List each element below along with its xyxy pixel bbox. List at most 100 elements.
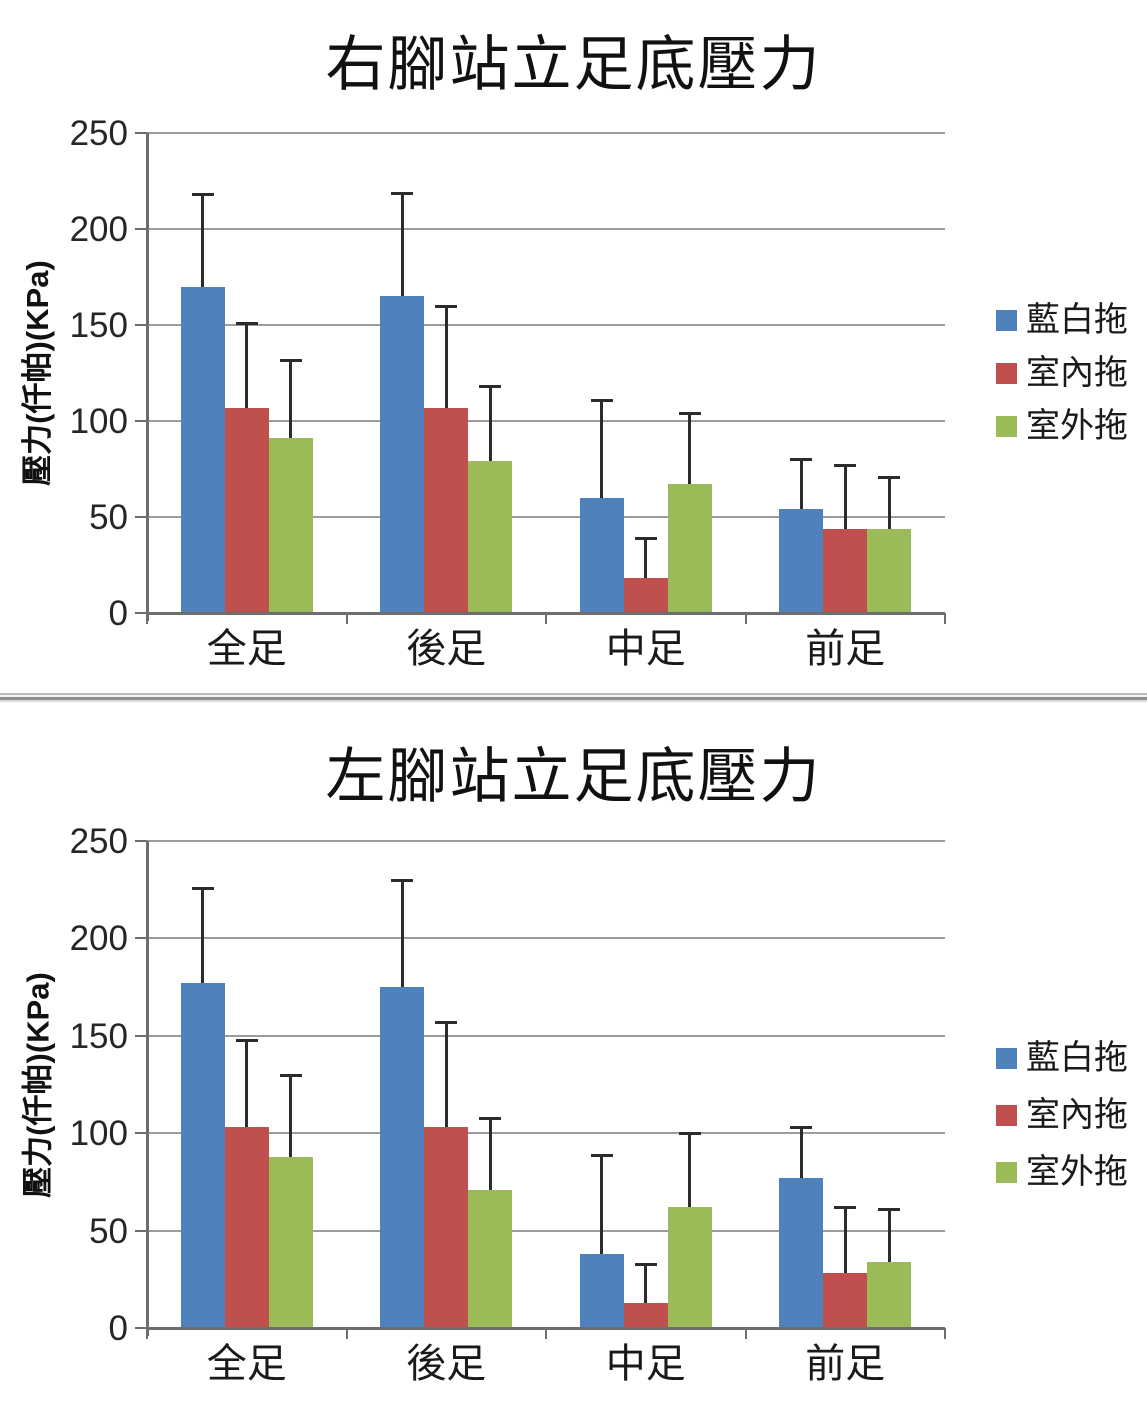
legend-label: 室內拖: [1026, 354, 1128, 392]
x-category-label: 全足: [206, 1342, 287, 1386]
bar-blue-white-slipper: [579, 497, 624, 613]
error-bar-cap: [391, 191, 414, 195]
error-bar: [289, 1074, 293, 1157]
x-category-label: 前足: [805, 627, 886, 671]
error-bar-cap: [279, 1073, 302, 1077]
error-bar: [245, 323, 249, 408]
bar-indoor-slipper: [623, 1302, 668, 1328]
gridline: [147, 420, 945, 422]
bar-indoor-slipper: [823, 1273, 868, 1328]
y-tick-mark: [135, 937, 147, 940]
error-bar: [400, 192, 404, 297]
error-bar: [488, 1117, 492, 1190]
error-bar-cap: [634, 537, 657, 541]
error-bar-cap: [435, 1021, 458, 1025]
bar-blue-white-slipper: [380, 987, 425, 1328]
y-tick-label: 250: [69, 822, 128, 861]
legend-item-outdoor-slipper: 室外拖: [996, 409, 1128, 443]
error-bar: [688, 413, 692, 485]
error-bar: [887, 1209, 891, 1262]
x-category-label: 後足: [406, 1342, 487, 1386]
legend-label: 室外拖: [1026, 1153, 1128, 1191]
bar-blue-white-slipper: [779, 509, 824, 613]
error-bar-cap: [191, 886, 214, 890]
bar-blue-white-slipper: [180, 983, 225, 1328]
y-tick-mark: [135, 132, 147, 134]
bar-outdoor-slipper: [268, 1156, 313, 1328]
error-bar: [488, 386, 492, 462]
y-tick-mark: [135, 1229, 147, 1232]
gridline: [147, 1034, 945, 1037]
y-tick-label: 100: [69, 402, 128, 441]
bar-blue-white-slipper: [779, 1178, 824, 1328]
y-tick-mark: [135, 612, 147, 614]
bar-blue-white-slipper: [579, 1253, 624, 1328]
bar-outdoor-slipper: [667, 484, 712, 613]
y-tick-label: 200: [69, 210, 128, 249]
legend-swatch-indoor-slipper: [996, 1104, 1017, 1126]
error-bar: [600, 1154, 604, 1254]
error-bar-cap: [435, 304, 458, 308]
legend-swatch-outdoor-slipper: [996, 415, 1017, 437]
gridline: [147, 324, 945, 326]
legend-item-blue-white-slipper: 藍白拖: [996, 1041, 1128, 1075]
error-bar: [245, 1039, 249, 1128]
y-tick-mark: [135, 1034, 147, 1037]
x-tick-mark: [744, 613, 747, 624]
error-bar-cap: [790, 1126, 813, 1130]
y-tick-mark: [135, 840, 147, 842]
error-bar-cap: [834, 1206, 857, 1210]
error-bar: [444, 1022, 448, 1128]
bar-outdoor-slipper: [268, 438, 313, 613]
error-bar: [799, 1127, 803, 1178]
bar-indoor-slipper: [224, 1127, 269, 1328]
legend-swatch-indoor-slipper: [996, 362, 1017, 384]
error-bar: [600, 399, 604, 498]
error-bar-cap: [634, 1262, 657, 1266]
x-category-label: 全足: [206, 627, 287, 671]
y-tick-label: 50: [89, 498, 128, 537]
error-bar: [799, 459, 803, 510]
gridline: [147, 1229, 945, 1232]
x-tick-mark: [545, 613, 547, 624]
bar-outdoor-slipper: [867, 1261, 912, 1328]
error-bar-cap: [590, 1153, 613, 1157]
error-bar-cap: [479, 1116, 502, 1120]
error-bar: [400, 879, 404, 988]
error-bar: [201, 887, 205, 984]
gridline: [147, 840, 945, 842]
error-bar-cap: [878, 1208, 901, 1212]
legend-swatch-outdoor-slipper: [996, 1161, 1017, 1183]
y-tick-label: 0: [108, 594, 128, 633]
error-bar-cap: [834, 464, 857, 468]
y-tick-label: 50: [89, 1211, 128, 1251]
y-axis-line: [146, 133, 149, 621]
gridline: [147, 1132, 945, 1135]
legend-label: 室外拖: [1026, 407, 1128, 445]
x-tick-mark: [345, 1328, 348, 1339]
x-tick-mark: [944, 613, 946, 624]
error-bar: [444, 305, 448, 408]
x-tick-mark: [345, 613, 348, 624]
legend-swatch-blue-white-slipper: [996, 1047, 1017, 1069]
y-tick-mark: [135, 1132, 147, 1135]
bar-outdoor-slipper: [667, 1207, 712, 1328]
error-bar: [289, 359, 293, 439]
error-bar: [688, 1133, 692, 1208]
x-category-label: 中足: [605, 1342, 686, 1386]
x-tick-mark: [146, 613, 148, 624]
bar-outdoor-slipper: [468, 1189, 513, 1328]
legend-item-indoor-slipper: 室內拖: [996, 356, 1128, 390]
y-axis-title: 壓力(仟帕)(KPa): [20, 260, 55, 486]
gridline: [147, 132, 945, 134]
gridline: [147, 228, 945, 230]
x-tick-mark: [146, 1328, 148, 1339]
y-tick-label: 0: [108, 1309, 128, 1348]
y-tick-mark: [135, 324, 147, 326]
bar-blue-white-slipper: [180, 286, 225, 613]
error-bar: [843, 465, 847, 529]
bar-indoor-slipper: [224, 407, 269, 613]
error-bar-cap: [235, 322, 258, 326]
error-bar-cap: [191, 193, 214, 197]
